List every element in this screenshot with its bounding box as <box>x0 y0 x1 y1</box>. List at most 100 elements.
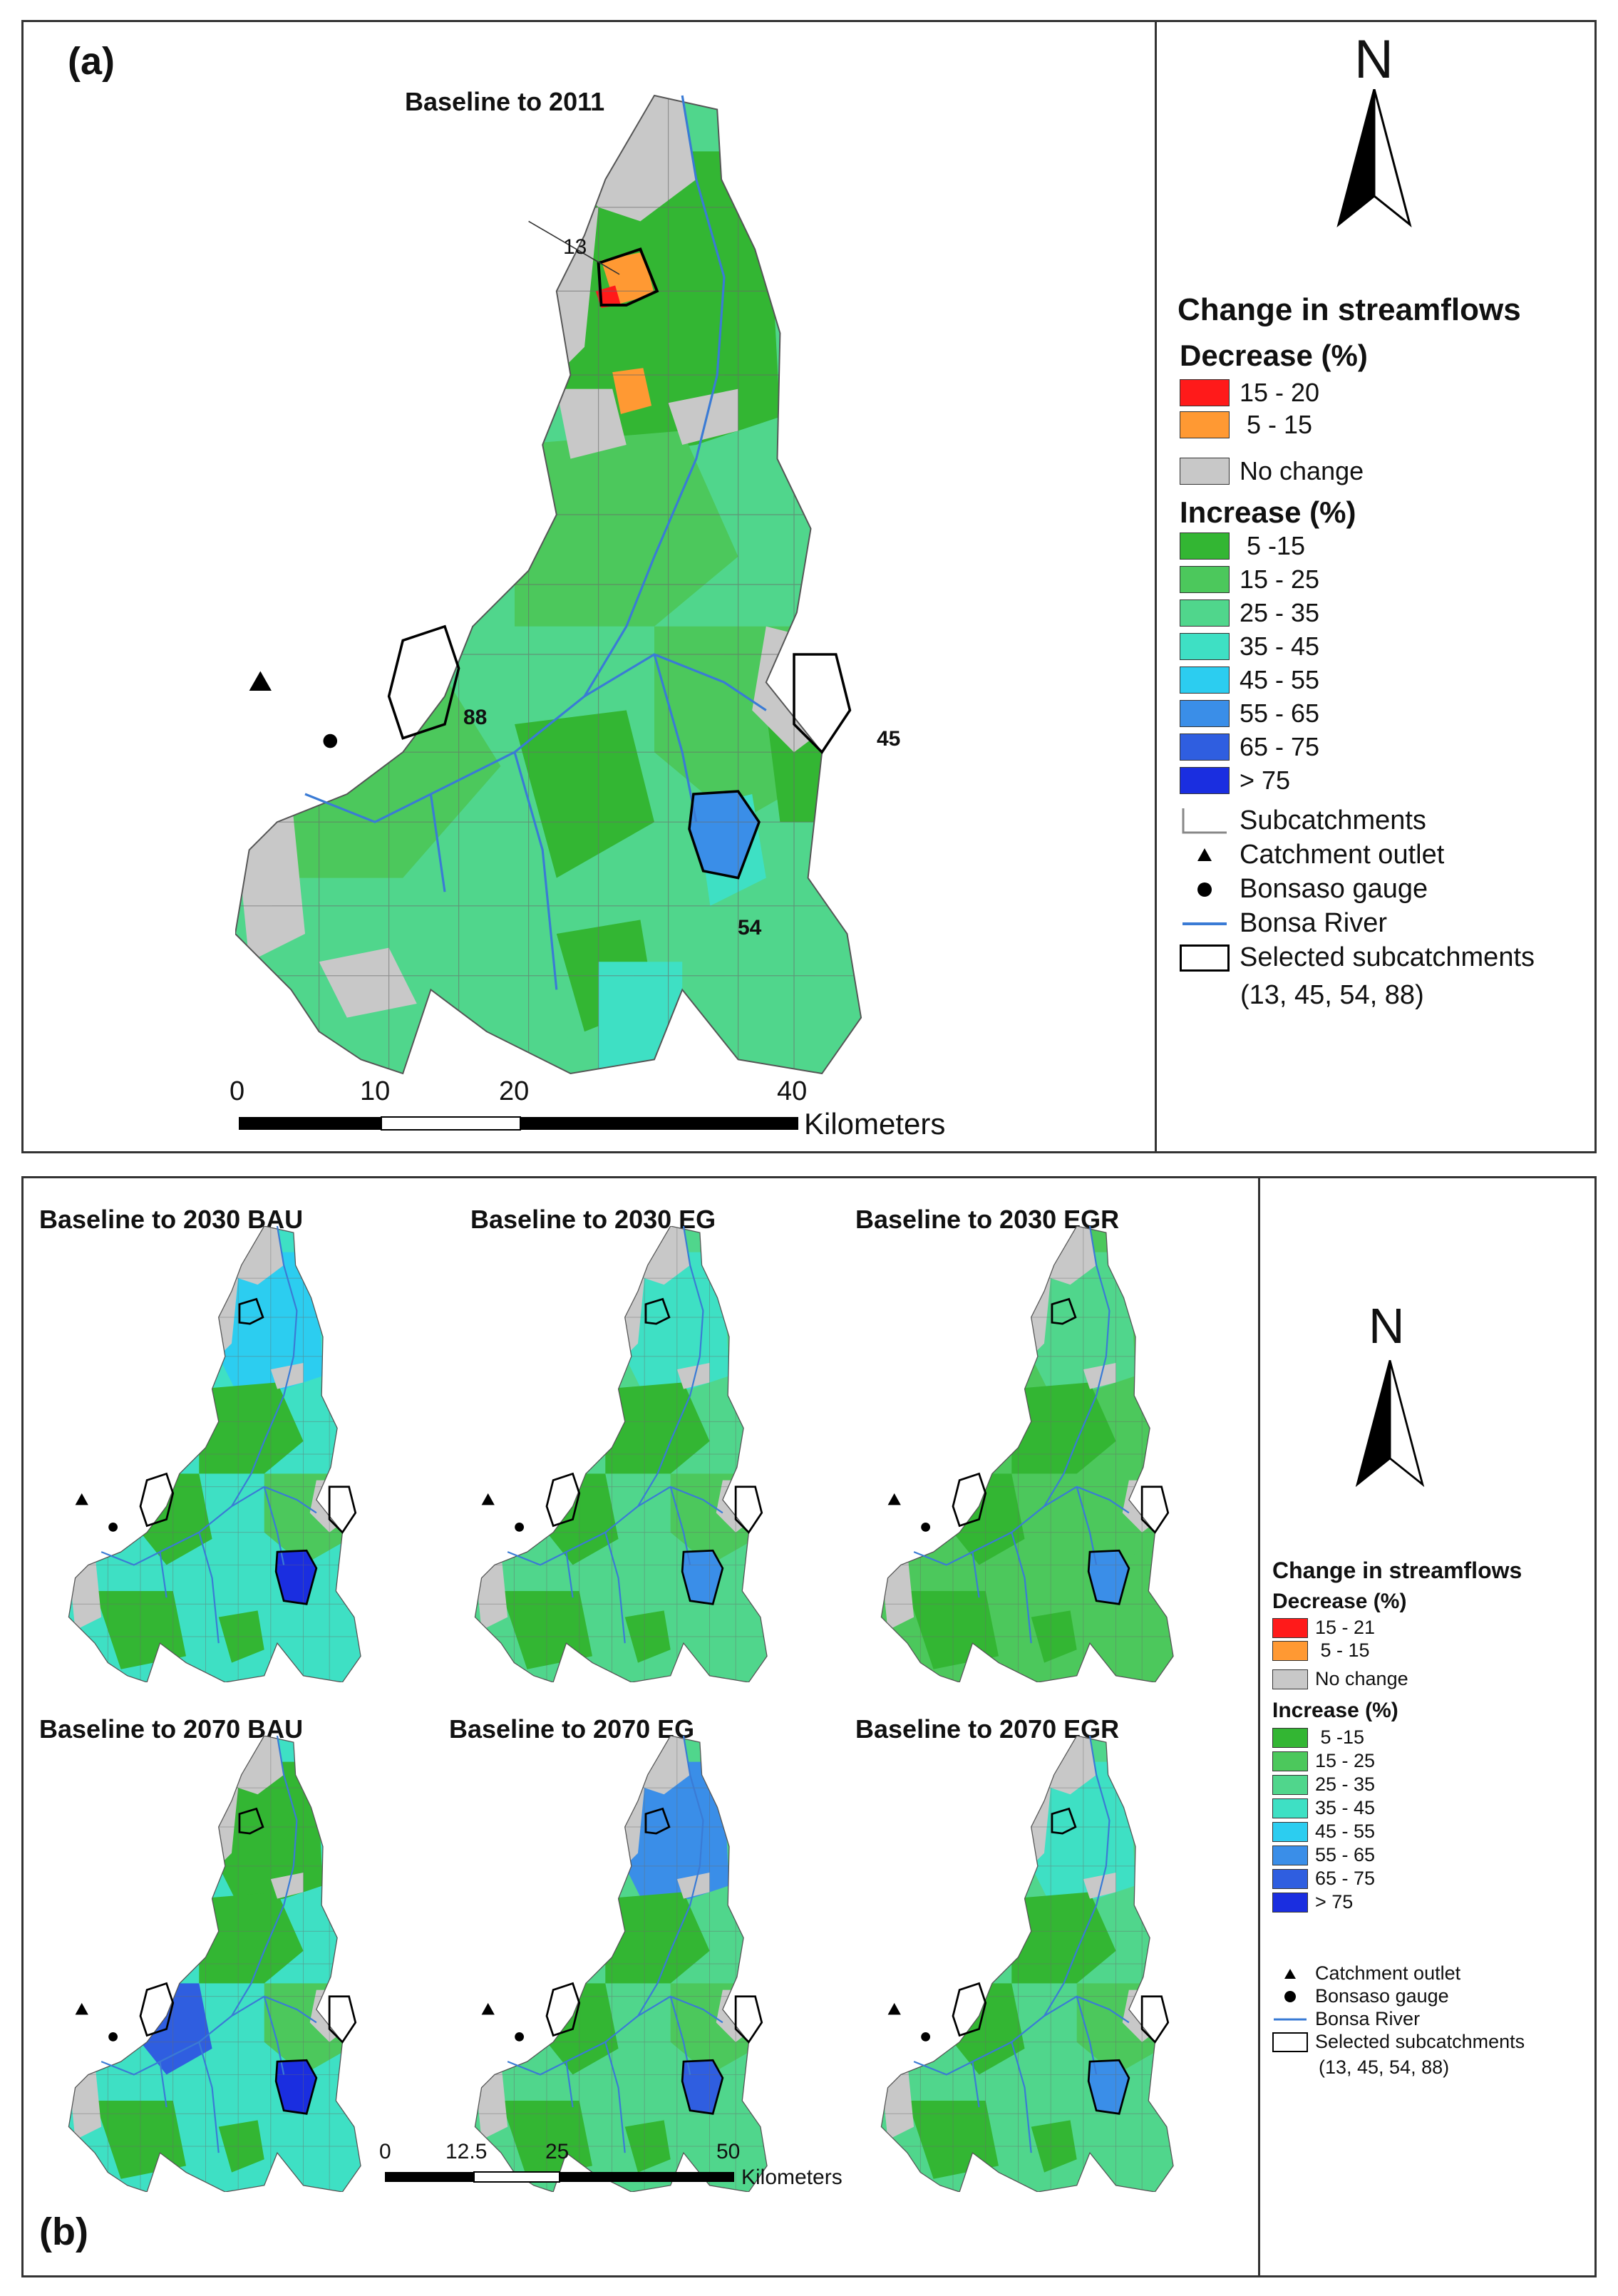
legend-a-increase-item: 15 - 25 <box>1180 565 1319 594</box>
river-line-icon <box>1274 2018 1307 2020</box>
small-map <box>474 1226 768 1682</box>
small-map <box>880 1736 1174 2192</box>
legend-a-swatch-inc-6 <box>1180 733 1230 761</box>
scale-b-tick-1: 12.5 <box>445 2140 488 2163</box>
legend-a-subcatchments-label: Subcatchments <box>1240 805 1426 835</box>
legend-a-inc-label-7: > 75 <box>1240 766 1291 795</box>
legend-b-outlet-label: Catchment outlet <box>1315 1962 1461 1984</box>
legend-a-swatch-red <box>1180 379 1230 406</box>
legend-a-selected: Selected subcatchments <box>1180 942 1535 973</box>
legend-a-swatch-inc-2 <box>1180 599 1230 627</box>
map-title-2070-bau: Baseline to 2070 BAU <box>39 1714 304 1744</box>
legend-b-selected-label: Selected subcatchments <box>1315 2031 1525 2052</box>
scale-b-tick-3: 50 <box>716 2140 741 2163</box>
legend-a-decrease-label-1: 5 - 15 <box>1240 410 1313 439</box>
selected-outline-icon <box>1272 2032 1308 2052</box>
label-subcatchment-88: 88 <box>463 706 488 729</box>
legend-a-inc-label-3: 35 - 45 <box>1240 632 1320 661</box>
legend-b-river-label: Bonsa River <box>1315 2008 1421 2029</box>
river-line-icon <box>1182 922 1227 925</box>
legend-a-increase-heading: Increase (%) <box>1180 495 1356 529</box>
legend-a-outlet: Catchment outlet <box>1180 840 1444 870</box>
legend-b-increase-item: 45 - 55 <box>1272 1821 1375 1843</box>
legend-a-swatch-inc-0 <box>1180 532 1230 560</box>
panel-b-north-letter: N <box>1369 1298 1405 1354</box>
legend-a-inc-label-0: 5 -15 <box>1240 531 1306 560</box>
scale-a-tick-0: 0 <box>230 1076 245 1106</box>
legend-b-swatch <box>1272 1845 1308 1865</box>
legend-b-increase-heading: Increase (%) <box>1272 1699 1398 1722</box>
legend-b-swatch <box>1272 1821 1308 1842</box>
legend-a-heading: Change in streamflows <box>1178 292 1521 327</box>
legend-a-swatch-inc-1 <box>1180 566 1230 593</box>
legend-b-swatch <box>1272 1617 1308 1638</box>
map-title-2070-eg: Baseline to 2070 EG <box>449 1714 695 1744</box>
scale-a-tick-3: 40 <box>777 1076 808 1106</box>
legend-a-gauge-label: Bonsaso gauge <box>1240 874 1428 904</box>
legend-a-inc-label-1: 15 - 25 <box>1240 565 1320 594</box>
legend-a-decrease-heading: Decrease (%) <box>1180 339 1368 372</box>
legend-a-no-change-label: No change <box>1240 456 1364 485</box>
small-map <box>68 1736 361 2192</box>
legend-a-gauge: Bonsaso gauge <box>1180 874 1428 905</box>
legend-b-label: No change <box>1315 1668 1408 1689</box>
legend-a-outlet-label: Catchment outlet <box>1240 840 1445 870</box>
legend-b-increase-item: 25 - 35 <box>1272 1774 1375 1796</box>
gauge-dot-icon <box>1197 882 1212 897</box>
legend-a-river: Bonsa River <box>1180 908 1387 939</box>
legend-a-inc-label-6: 65 - 75 <box>1240 732 1320 761</box>
legend-b-increase-item: > 75 <box>1272 1891 1353 1913</box>
scale-a-tick-1: 10 <box>360 1076 391 1106</box>
legend-a-subcatchments: Subcatchments <box>1180 805 1426 836</box>
legend-b-label: 15 - 25 <box>1315 1750 1376 1771</box>
small-map <box>474 1736 768 2192</box>
panel-a-map <box>235 95 862 1074</box>
legend-b-swatch <box>1272 1774 1308 1795</box>
small-map <box>880 1226 1174 1682</box>
panel-a-divider <box>1155 20 1157 1153</box>
north-arrow-icon <box>1355 1359 1425 1488</box>
legend-b-decrease-item: 5 - 15 <box>1272 1639 1370 1662</box>
legend-b-swatch <box>1272 1868 1308 1889</box>
legend-a-decrease-item: 15 - 20 <box>1180 378 1319 408</box>
legend-b-gauge-label: Bonsaso gauge <box>1315 1985 1449 2007</box>
legend-b-increase-item: 65 - 75 <box>1272 1868 1375 1890</box>
legend-b-swatch <box>1272 1727 1308 1748</box>
scale-a-tick-2: 20 <box>499 1076 530 1106</box>
label-subcatchment-13: 13 <box>563 235 587 259</box>
legend-a-increase-item: 5 -15 <box>1180 531 1305 561</box>
legend-b-label: 35 - 45 <box>1315 1797 1376 1818</box>
map-title-2030-bau: Baseline to 2030 BAU <box>39 1205 304 1234</box>
outlet-triangle-icon <box>1284 1968 1296 1979</box>
legend-b-increase-item: 5 -15 <box>1272 1726 1364 1749</box>
outlet-triangle-icon <box>1197 848 1212 861</box>
legend-a-swatch-inc-7 <box>1180 767 1230 794</box>
small-map <box>68 1226 361 1682</box>
panel-a-letter: (a) <box>68 40 115 83</box>
legend-a-decrease-item: 5 - 15 <box>1180 410 1312 440</box>
legend-a-increase-item: 35 - 45 <box>1180 632 1319 661</box>
legend-a-selected-ids: (13, 45, 54, 88) <box>1240 980 1424 1010</box>
legend-a-selected-label: Selected subcatchments <box>1240 942 1535 972</box>
legend-a-increase-item: > 75 <box>1180 766 1290 796</box>
scale-b-unit: Kilometers <box>741 2166 843 2189</box>
selected-outline-icon <box>1180 944 1230 972</box>
legend-b-increase-item: 15 - 25 <box>1272 1750 1375 1772</box>
legend-b-label: 15 - 21 <box>1315 1617 1376 1638</box>
legend-b-swatch <box>1272 1751 1308 1771</box>
label-subcatchment-45: 45 <box>877 727 901 751</box>
legend-b-swatch <box>1272 1640 1308 1661</box>
legend-a-swatch-inc-5 <box>1180 700 1230 727</box>
legend-a-no-change: No change <box>1180 456 1364 486</box>
legend-b-label: 25 - 35 <box>1315 1774 1376 1795</box>
legend-b-swatch <box>1272 1669 1308 1689</box>
panel-a-north-letter: N <box>1354 29 1393 90</box>
panel-a-map-title: Baseline to 2011 <box>405 87 605 116</box>
legend-b-selected-ids: (13, 45, 54, 88) <box>1319 2056 1450 2078</box>
legend-b-no-change: No change <box>1272 1668 1408 1690</box>
legend-a-increase-item: 55 - 65 <box>1180 699 1319 729</box>
legend-b-selected: Selected subcatchments <box>1272 2031 1525 2053</box>
legend-b-label: 5 - 15 <box>1315 1639 1370 1661</box>
legend-b-decrease-item: 15 - 21 <box>1272 1617 1375 1639</box>
legend-b-river: Bonsa River <box>1272 2008 1420 2030</box>
